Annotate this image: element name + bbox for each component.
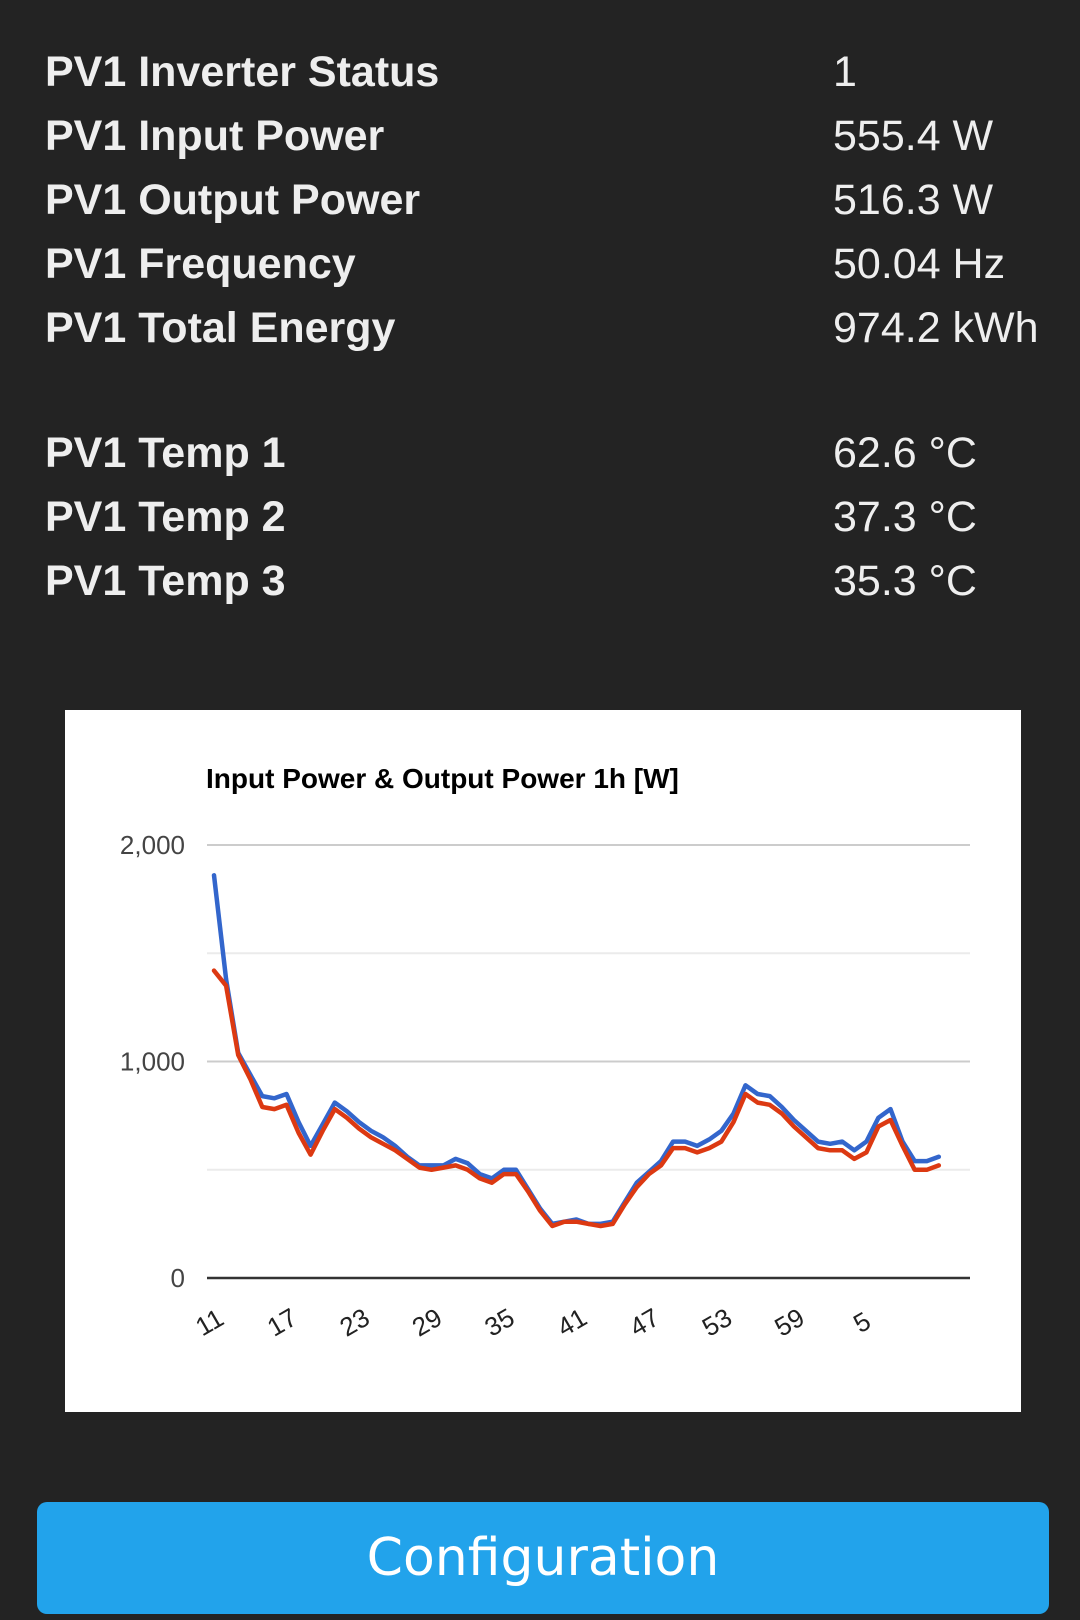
metric-row-temp-1: PV1 Temp 1 62.6 °C <box>45 423 1065 487</box>
y-tick-label: 1,000 <box>120 1047 185 1077</box>
metric-row-output-power: PV1 Output Power 516.3 W <box>45 170 1065 234</box>
y-tick-label: 0 <box>171 1263 185 1293</box>
metric-row-input-power: PV1 Input Power 555.4 W <box>45 106 1065 170</box>
metric-label: PV1 Frequency <box>45 240 356 288</box>
metric-label: PV1 Output Power <box>45 176 421 224</box>
series-line-blue <box>211 873 942 1227</box>
metric-value: 974.2 kWh <box>833 304 1039 352</box>
metric-label: PV1 Total Energy <box>45 304 396 352</box>
metric-value: 516.3 W <box>833 176 994 224</box>
power-chart-card: Input Power & Output Power 1h [W] 0 1,000 2… <box>65 710 1021 1412</box>
metric-label: PV1 Temp 3 <box>45 557 286 605</box>
metric-value: 50.04 Hz <box>833 240 1006 288</box>
metric-value: 62.6 °C <box>833 429 977 477</box>
metric-row-total-energy: PV1 Total Energy 974.2 kWh <box>45 298 1065 362</box>
metric-label: PV1 Inverter Status <box>45 48 440 96</box>
x-tick-label: 59 <box>769 1302 809 1342</box>
x-tick-label: 35 <box>479 1302 519 1342</box>
series-line-red <box>211 968 942 1229</box>
metric-row-frequency: PV1 Frequency 50.04 Hz <box>45 234 1065 298</box>
x-tick-label: 29 <box>407 1302 447 1342</box>
x-tick-label: 47 <box>624 1302 664 1342</box>
metric-label: PV1 Input Power <box>45 112 385 160</box>
configuration-button[interactable]: Configuration <box>37 1502 1049 1614</box>
configuration-button-label: Configuration <box>366 1528 720 1588</box>
metric-label: PV1 Temp 1 <box>45 429 286 477</box>
power-chart: Input Power & Output Power 1h [W] 0 1,000 2… <box>120 763 970 1342</box>
chart-title: Input Power & Output Power 1h [W] <box>206 763 679 794</box>
metric-value: 35.3 °C <box>833 557 977 605</box>
y-tick-label: 2,000 <box>120 830 185 860</box>
metric-row-temp-2: PV1 Temp 2 37.3 °C <box>45 487 1065 551</box>
metric-label: PV1 Temp 2 <box>45 493 286 541</box>
x-tick-label: 41 <box>552 1302 592 1342</box>
x-tick-label: 23 <box>334 1302 374 1342</box>
power-metrics-list: PV1 Inverter Status 1 PV1 Input Power 55… <box>45 42 1065 362</box>
temperature-metrics-list: PV1 Temp 1 62.6 °C PV1 Temp 2 37.3 °C PV… <box>45 423 1065 615</box>
metric-value: 555.4 W <box>833 112 994 160</box>
metric-value: 37.3 °C <box>833 493 977 541</box>
x-tick-label: 5 <box>848 1306 876 1339</box>
metric-row-temp-3: PV1 Temp 3 35.3 °C <box>45 551 1065 615</box>
metric-value: 1 <box>833 48 857 96</box>
x-tick-label: 53 <box>697 1302 737 1342</box>
x-tick-label: 11 <box>190 1302 228 1341</box>
x-tick-label: 17 <box>262 1302 302 1342</box>
metric-row-inverter-status: PV1 Inverter Status 1 <box>45 42 1065 106</box>
